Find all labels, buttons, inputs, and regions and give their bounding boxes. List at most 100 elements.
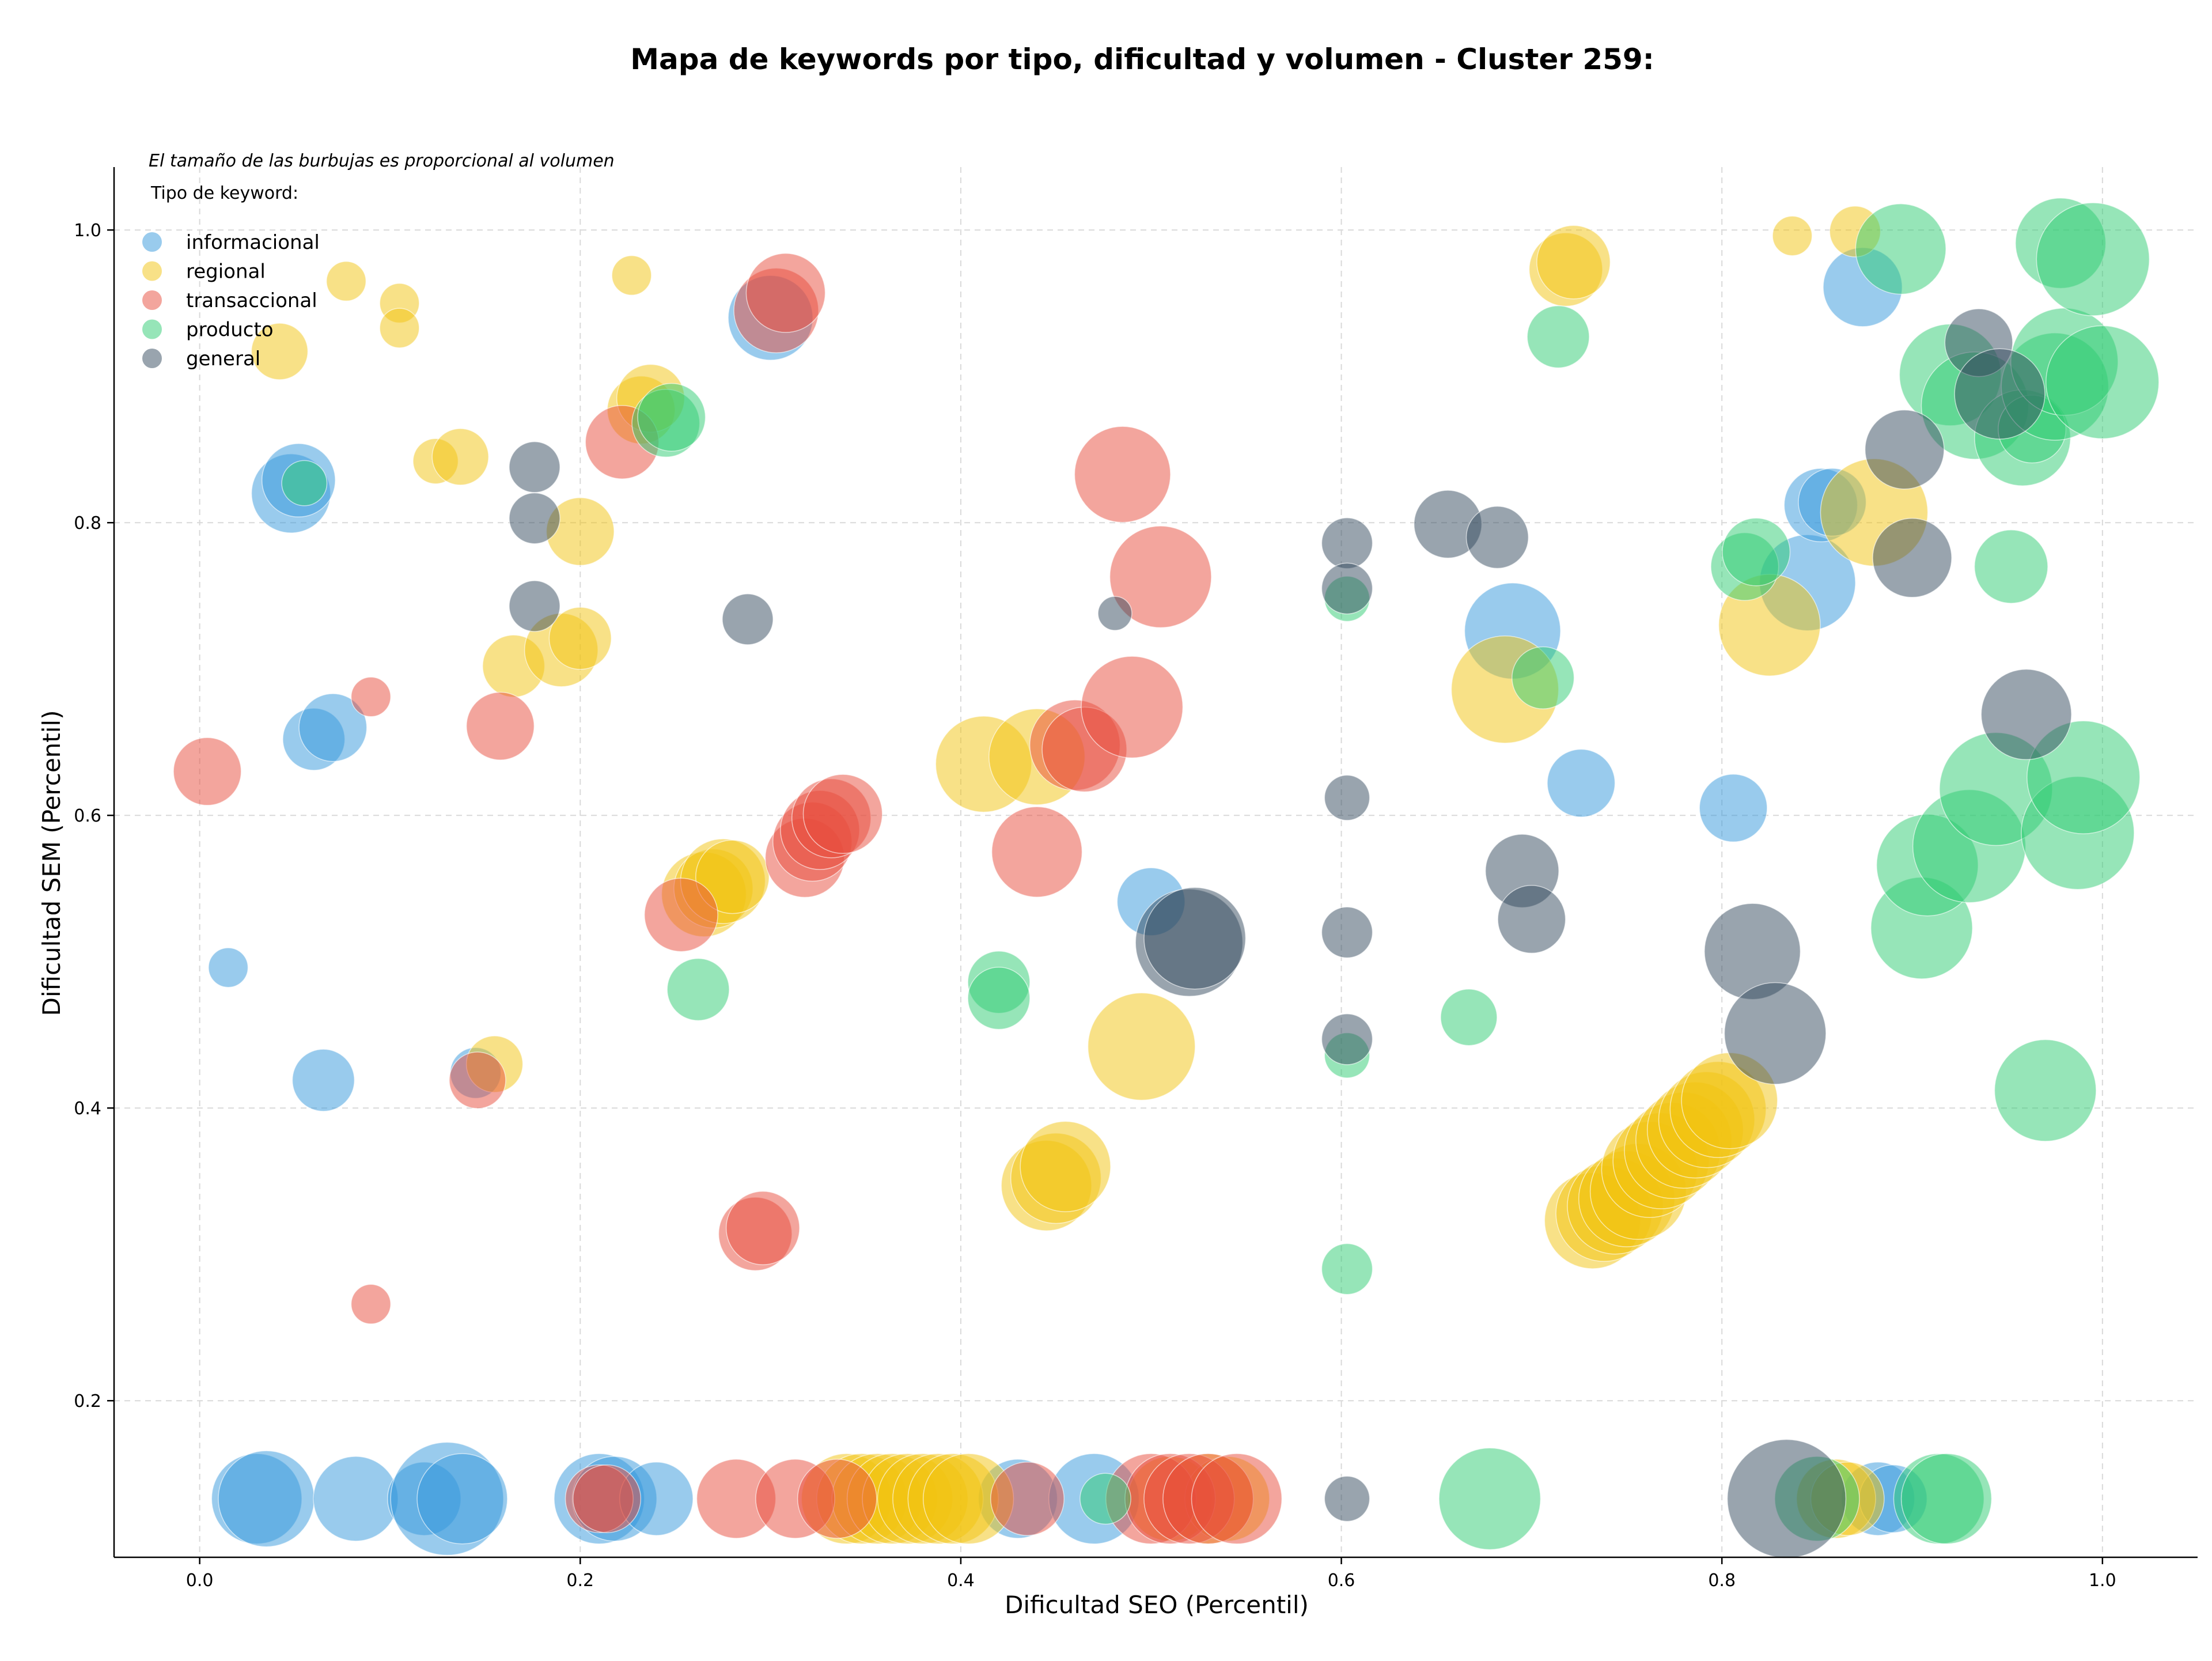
regional-bubble [548, 607, 612, 670]
transaccional-bubble [173, 737, 242, 806]
general-bubble [1864, 409, 1945, 490]
transaccional-bubble [350, 1284, 391, 1325]
general-bubble [1097, 596, 1132, 631]
regional-bubble [431, 428, 489, 486]
bubble-size-note: El tamaño de las burbujas es proporciona… [149, 151, 615, 171]
y-tick-label: 0.8 [74, 513, 101, 534]
transaccional-bubble [745, 253, 826, 333]
general-bubble [1324, 774, 1370, 821]
transaccional-bubble [1074, 426, 1171, 523]
general-bubble [1980, 668, 2072, 760]
general-bubble [509, 492, 560, 544]
legend-label-general: general [186, 347, 260, 370]
general-bubble [1321, 906, 1373, 959]
x-tick-label: 1.0 [2089, 1571, 2116, 1591]
transaccional-bubble [725, 1191, 800, 1265]
general-bubble [1726, 1439, 1847, 1559]
general-bubble [1321, 562, 1373, 615]
series-transaccional [173, 253, 1283, 1545]
axes: 0.0 0.2 0.4 0.6 0.8 1.0 0.2 0.4 0.6 0.8 1.0 [74, 167, 2198, 1591]
legend-label-informacional: informacional [186, 231, 320, 254]
transaccional-bubble [1191, 1453, 1283, 1545]
informacional-bubble [416, 1453, 508, 1545]
informacional-bubble [291, 1049, 355, 1112]
producto-bubble [1438, 1447, 1541, 1550]
informacional-bubble [1699, 773, 1768, 843]
chart-title: Mapa de keywords por tipo, dificultad y … [630, 43, 1654, 76]
transaccional-bubble [572, 1464, 642, 1533]
transaccional-bubble [797, 1459, 877, 1539]
transaccional-bubble [643, 877, 718, 952]
transaccional-bubble [1109, 525, 1212, 629]
general-bubble [1497, 885, 1566, 954]
producto-bubble [281, 460, 328, 506]
general-bubble [1321, 1013, 1373, 1065]
legend: El tamaño de las burbujas es proporciona… [142, 151, 615, 370]
producto-bubble [637, 383, 706, 452]
transaccional-bubble [990, 1461, 1065, 1536]
general-bubble [509, 441, 560, 493]
y-tick-label: 0.2 [74, 1391, 101, 1412]
informacional-bubble [313, 1456, 399, 1542]
series-producto [281, 197, 2160, 1550]
producto-bubble [1512, 646, 1575, 710]
transaccional-bubble [449, 1051, 506, 1109]
legend-label-producto: producto [186, 319, 274, 342]
x-axis-label: Dificultad SEO (Percentil) [1005, 1591, 1309, 1619]
bubble-layer [173, 197, 2160, 1559]
general-bubble [1872, 517, 1952, 598]
producto-bubble [2046, 325, 2160, 440]
producto-bubble [2036, 202, 2150, 316]
general-bubble [1321, 517, 1373, 569]
regional-bubble [251, 323, 309, 380]
producto-bubble [666, 958, 730, 1021]
x-tick-label: 0.8 [1708, 1571, 1736, 1591]
regional-bubble [1020, 1121, 1111, 1212]
legend-title: Tipo de keyword: [150, 183, 298, 203]
regional-bubble [611, 255, 652, 296]
y-tick-label: 0.4 [74, 1099, 101, 1119]
transaccional-bubble [802, 774, 883, 854]
general-bubble [1954, 348, 2046, 440]
producto-bubble [1722, 517, 1791, 587]
producto-bubble [1321, 1243, 1373, 1295]
informacional-bubble [298, 693, 368, 762]
informacional-bubble [218, 1450, 315, 1548]
informacional-bubble [208, 947, 249, 988]
producto-bubble [1855, 203, 1946, 295]
general-bubble [1724, 982, 1827, 1085]
regional-bubble [325, 261, 367, 302]
regional-bubble [379, 308, 420, 349]
series-regional [251, 205, 1929, 1545]
y-axis-label: Dificultad SEM (Percentil) [37, 710, 66, 1016]
regional-bubble [1536, 225, 1611, 300]
producto-bubble [1527, 305, 1590, 369]
producto-bubble [1080, 1473, 1131, 1525]
grid-lines [114, 167, 2198, 1557]
regional-bubble [1772, 215, 1813, 256]
legend-marker-general [142, 349, 162, 368]
producto-bubble [1974, 529, 2048, 604]
x-tick-label: 0.0 [186, 1571, 214, 1591]
legend-marker-producto [142, 319, 162, 339]
x-tick-label: 0.2 [566, 1571, 594, 1591]
legend-label-transaccional: transaccional [186, 289, 317, 312]
x-tick-label: 0.4 [947, 1571, 975, 1591]
regional-bubble [1087, 992, 1196, 1101]
legend-marker-transaccional [142, 290, 162, 310]
transaccional-bubble [350, 676, 391, 717]
producto-bubble [1994, 1039, 2097, 1142]
transaccional-bubble [991, 806, 1083, 898]
y-tick-label: 0.6 [74, 806, 101, 826]
y-tick-label: 1.0 [74, 221, 101, 241]
legend-label-regional: regional [186, 260, 266, 283]
general-bubble [722, 593, 774, 645]
general-bubble [1143, 887, 1247, 990]
legend-marker-informacional [142, 232, 162, 252]
general-bubble [509, 580, 560, 632]
transaccional-bubble [1081, 656, 1184, 759]
informacional-bubble [1547, 748, 1616, 818]
producto-bubble [967, 967, 1031, 1030]
x-tick-label: 0.6 [1328, 1571, 1355, 1591]
